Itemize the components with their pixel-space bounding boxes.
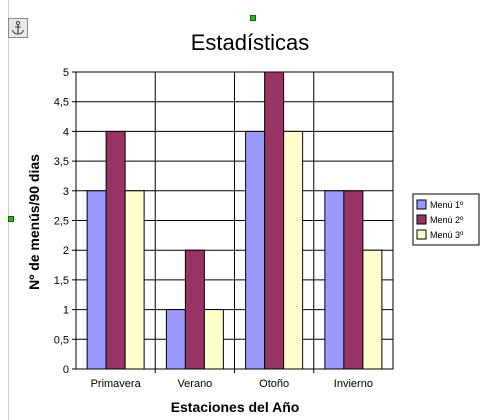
selection-handle-left[interactable]	[8, 216, 14, 222]
y-tick-label: 0	[63, 364, 69, 376]
y-tick-label: 0,5	[54, 334, 69, 346]
bar	[105, 130, 126, 370]
bar	[245, 130, 266, 370]
bar	[203, 309, 224, 370]
x-tick-label: Otoño	[259, 378, 289, 390]
y-tick-label: 1	[63, 305, 69, 317]
bar	[184, 249, 205, 370]
x-tick-label: Invierno	[334, 378, 373, 390]
legend-label: Menú 3º	[430, 230, 464, 240]
anchor-icon[interactable]	[8, 18, 28, 38]
y-tick-label: 3,5	[54, 156, 69, 168]
legend-swatch	[416, 229, 427, 240]
y-tick-label: 2,5	[54, 216, 69, 228]
bar	[264, 71, 285, 370]
y-tick-label: 1,5	[54, 275, 69, 287]
bar	[324, 190, 345, 370]
bar	[362, 249, 383, 370]
y-tick-label: 4	[63, 126, 69, 138]
bar	[86, 190, 107, 370]
legend-swatch	[416, 199, 427, 210]
y-tick-label: 3	[63, 186, 69, 198]
selection-handle-top[interactable]	[250, 15, 256, 21]
y-tick-label: 4,5	[54, 97, 69, 109]
bar	[124, 190, 145, 370]
legend-swatch	[416, 214, 427, 225]
y-tick-label: 5	[63, 67, 69, 79]
chart-title: Estadísticas	[191, 30, 310, 55]
bar	[165, 309, 186, 370]
bar	[343, 190, 364, 370]
frame-border-line	[8, 0, 9, 420]
x-tick-label: Verano	[177, 378, 212, 390]
x-axis-label: Estaciones del Año	[171, 399, 300, 415]
y-tick-label: 2	[63, 245, 69, 257]
y-axis-label: Nº de menús/90 dias	[26, 154, 42, 290]
x-tick-label: Primavera	[91, 378, 142, 390]
bar	[283, 130, 304, 370]
legend: Menú 1º Menú 2º Menú 3º	[412, 193, 480, 246]
plot-area: 0 0,5 1 1,5 2 2,5 3 3,5 4 4,5 5 Primavera Verano Otoñ…	[54, 67, 394, 390]
plot-border	[75, 71, 394, 370]
legend-label: Menú 1º	[430, 200, 464, 210]
legend-label: Menú 2º	[430, 215, 464, 225]
